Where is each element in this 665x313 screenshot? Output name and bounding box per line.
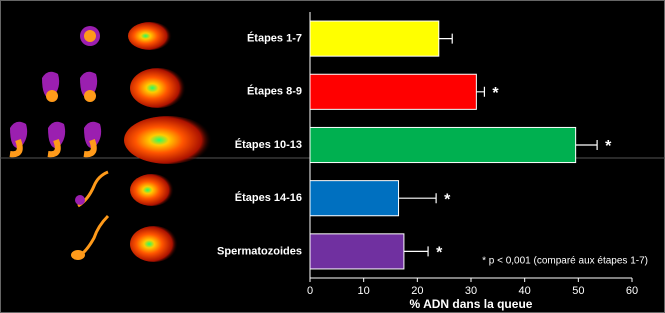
y-tick-label: Étapes 1-7 — [247, 32, 302, 45]
y-tick-label: Étapes 10-13 — [235, 138, 302, 151]
significance-marker: * — [492, 85, 499, 102]
x-tick-label: 20 — [411, 285, 423, 297]
error-bar — [403, 246, 429, 257]
x-tick-label: 50 — [572, 285, 584, 297]
error-bar — [476, 86, 486, 97]
x-tick-label: 10 — [358, 285, 370, 297]
error-bar — [575, 140, 598, 150]
bar — [309, 20, 440, 57]
x-tick-label: 30 — [465, 285, 477, 297]
cell-illustrations — [9, 22, 212, 262]
x-tick-label: 40 — [519, 285, 531, 297]
error-bar — [438, 33, 453, 44]
y-tick-label: Étapes 14-16 — [235, 191, 302, 204]
x-axis-title: % ADN dans la queue — [410, 297, 533, 311]
significance-marker: * — [444, 191, 451, 208]
significance-marker: * — [605, 138, 612, 155]
y-tick-label: Étapes 8-9 — [247, 85, 302, 98]
note: * p < 0,001 (comparé aux étapes 1-7) — [482, 256, 648, 267]
y-tick-label: Spermatozoides — [217, 245, 302, 257]
bar — [309, 126, 577, 164]
bar — [309, 233, 405, 270]
error-bar — [398, 193, 437, 204]
significance-marker: * — [436, 245, 443, 262]
bar — [309, 73, 477, 110]
x-tick-label: 60 — [626, 285, 638, 297]
x-tick-label: 0 — [307, 285, 313, 297]
bar — [309, 180, 400, 217]
